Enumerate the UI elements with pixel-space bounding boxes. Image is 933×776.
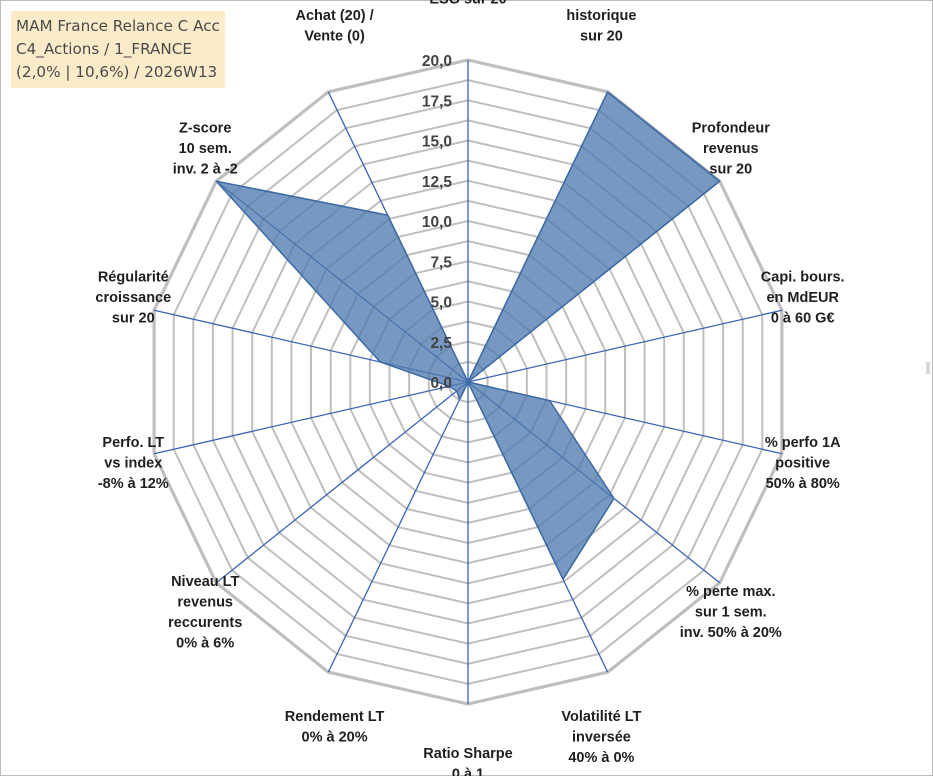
axis-label-line: reccurents <box>168 615 242 631</box>
tick-label-0: 0,0 <box>430 375 452 392</box>
spoke-3 <box>467 309 783 383</box>
spoke-8 <box>327 381 469 673</box>
axis-label-line: Ratio Sharpe <box>423 746 512 762</box>
axis-label-line: Capi. bours. <box>761 270 845 286</box>
axis-label-7: Ratio Sharpe 0 à 1 <box>423 746 512 776</box>
axis-label-line: % perte max. <box>686 584 775 600</box>
axis-label-line: inv. 2 à -2 <box>173 161 238 177</box>
axis-label-13: Momentum Achat (20) / Vente (0) <box>296 0 374 44</box>
axis-label-12: Z-score 10 sem. inv. 2 à -2 <box>173 120 238 177</box>
axis-label-line: Profondeur <box>562 0 640 3</box>
axis-label-line: en MdEUR <box>766 290 839 306</box>
axis-label-line: 0% à 20% <box>302 730 368 746</box>
axis-label-line: 0 à 1 <box>452 767 484 776</box>
series-area <box>215 91 721 581</box>
axis-label-line: 10 sem. <box>179 141 232 157</box>
axis-label-line: sur 1 sem. <box>695 605 767 621</box>
tick-label-6: 15,0 <box>422 134 452 151</box>
fund-period: (2,0% | 10,6%) / 2026W13 <box>16 63 218 81</box>
axis-label-line: % perfo 1A <box>765 435 841 451</box>
tick-label-4: 10,0 <box>422 214 452 231</box>
tick-label-7: 17,5 <box>422 93 453 110</box>
axis-label-line: inversée <box>572 730 631 746</box>
fund-title-box: MAM France Relance C Acc C4_Actions / 1_… <box>11 11 225 88</box>
axis-label-3: Capi. bours. en MdEUR 0 à 60 G€ <box>761 270 845 327</box>
axis-label-line: Achat (20) / <box>296 8 374 24</box>
tick-label-3: 7,5 <box>430 254 452 271</box>
axis-label-line: 0% à 6% <box>176 635 234 651</box>
scroll-indicator <box>926 362 930 374</box>
fund-name: MAM France Relance C Acc <box>16 17 220 35</box>
axis-label-line: vs index <box>104 456 162 472</box>
axis-label-line: Niveau LT <box>171 574 239 590</box>
axis-label-line: 40% à 0% <box>568 750 634 766</box>
radar-tick-labels: 0,0 2,5 5,0 7,5 10,0 12,5 15,0 17,5 20,0 <box>422 53 453 392</box>
axis-label-0: NoteESG sur 20 <box>429 0 506 8</box>
axis-label-8: Rendement LT 0% à 20% <box>285 709 385 746</box>
axis-label-line: croissance <box>95 290 171 306</box>
axis-label-10: Perfo. LT vs index -8% à 12% <box>98 435 169 492</box>
radar-axis-labels: NoteESG sur 20 Profondeur historique sur 20… <box>95 0 844 776</box>
axis-label-line: historique <box>566 8 636 24</box>
axis-label-line: Rendement LT <box>285 709 385 725</box>
axis-label-line: revenus <box>177 594 233 610</box>
axis-label-line: Momentum <box>296 0 373 3</box>
axis-label-11: Régularité croissance sur 20 <box>95 270 171 327</box>
fund-category: C4_Actions / 1_FRANCE <box>16 40 192 58</box>
axis-label-line: Vente (0) <box>304 28 365 44</box>
axis-label-line: sur 20 <box>709 161 752 177</box>
axis-label-line: positive <box>775 456 830 472</box>
axis-label-1: Profondeur historique sur 20 <box>562 0 640 44</box>
axis-label-line: ESG sur 20 <box>429 0 506 8</box>
axis-label-line: 50% à 80% <box>766 476 840 492</box>
spoke-9 <box>215 381 469 584</box>
axis-label-line: revenus <box>703 141 759 157</box>
axis-label-line: Perfo. LT <box>102 435 164 451</box>
axis-label-line: Z-score <box>179 120 231 136</box>
tick-label-5: 12,5 <box>422 174 453 191</box>
axis-label-line: 0 à 60 G€ <box>771 311 835 327</box>
radar-series <box>215 91 721 581</box>
axis-label-line: Régularité <box>98 270 169 286</box>
axis-label-line: Volatilité LT <box>561 709 641 725</box>
axis-label-line: sur 20 <box>112 311 155 327</box>
axis-label-line: -8% à 12% <box>98 476 169 492</box>
axis-label-line: inv. 50% à 20% <box>680 625 782 641</box>
tick-label-2: 5,0 <box>430 295 452 312</box>
tick-label-1: 2,5 <box>430 335 452 352</box>
axis-label-line: Profondeur <box>692 120 770 136</box>
axis-label-2: Profondeur revenus sur 20 <box>692 120 770 177</box>
spoke-10 <box>153 381 469 455</box>
axis-label-6: Volatilité LT inversée 40% à 0% <box>561 709 641 766</box>
axis-label-5: % perte max. sur 1 sem. inv. 50% à 20% <box>680 584 782 641</box>
tick-label-8: 20,0 <box>422 53 452 70</box>
axis-label-line: sur 20 <box>580 28 623 44</box>
axis-label-9: Niveau LT revenus reccurents 0% à 6% <box>168 574 242 652</box>
axis-label-4: % perfo 1A positive 50% à 80% <box>765 435 841 492</box>
